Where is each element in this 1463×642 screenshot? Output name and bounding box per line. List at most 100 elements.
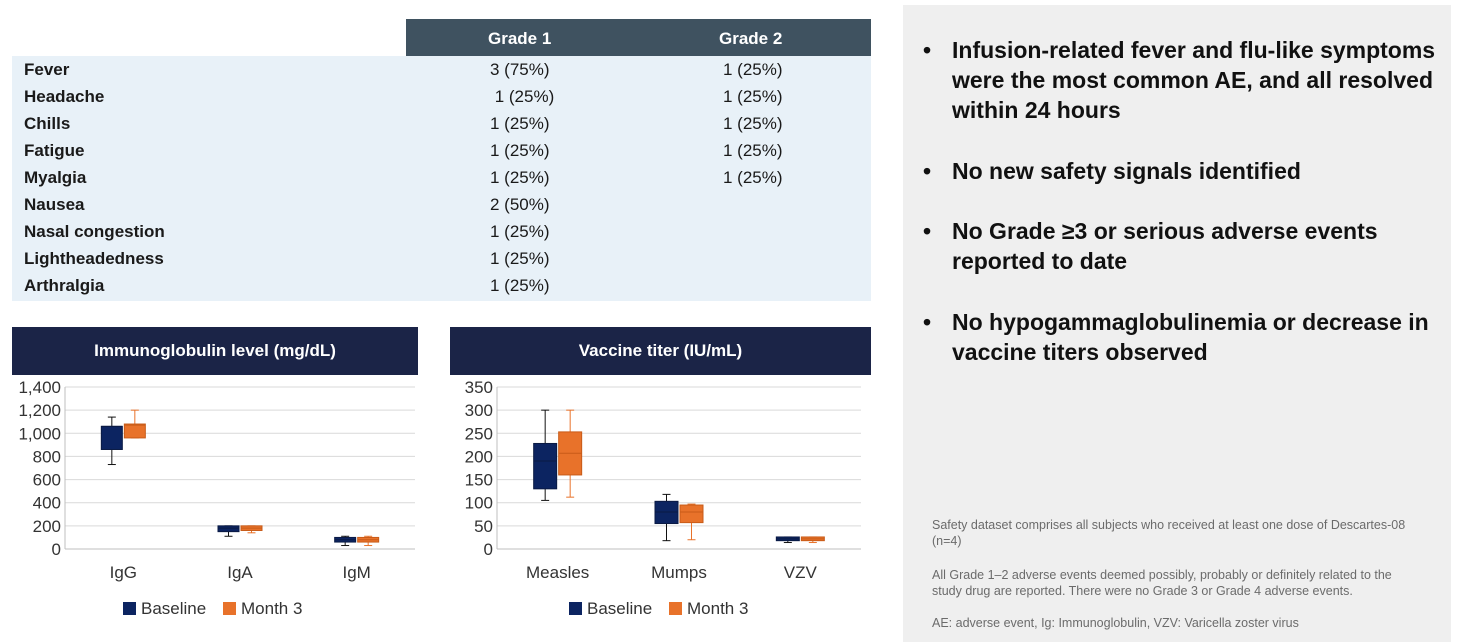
legend-label-month-3: Month 3 bbox=[687, 599, 748, 618]
event-name: Nasal congestion bbox=[24, 222, 165, 241]
event-name: Headache bbox=[24, 87, 105, 106]
summary-panel: • Infusion-related fever and flu-like sy… bbox=[903, 5, 1451, 642]
bullet-text: No hypogammaglobulinemia or decrease in … bbox=[952, 309, 1429, 365]
vaccine-titer-chart: 0 50 100 150 200 250 300 350 Measles Mumps VZV Base… bbox=[465, 378, 861, 618]
y-tick-label: 1,200 bbox=[18, 401, 61, 420]
x-tick-label: Measles bbox=[526, 563, 589, 582]
grade1-value: 1 (25%) bbox=[490, 222, 550, 241]
footnote-grades: All Grade 1–2 adverse events deemed poss… bbox=[932, 568, 1392, 598]
y-tick-label: 350 bbox=[465, 378, 493, 397]
event-name: Lightheadedness bbox=[24, 249, 164, 268]
table-row: Chills 1 (25%) 1 (25%) bbox=[12, 110, 871, 137]
box-month-3-mumps bbox=[679, 503, 704, 541]
box-baseline-iga bbox=[217, 525, 240, 537]
bullet-item: • Infusion-related fever and flu-like sy… bbox=[923, 35, 1443, 125]
y-tick-label: 200 bbox=[465, 447, 493, 466]
y-tick-label: 50 bbox=[474, 517, 493, 536]
event-name: Chills bbox=[24, 114, 71, 133]
box-baseline-vzv bbox=[775, 536, 800, 544]
x-tick-label: VZV bbox=[784, 563, 818, 582]
grade1-value: 1 (25%) bbox=[490, 141, 550, 160]
y-tick-label: 0 bbox=[52, 540, 61, 559]
box-month-3-iga bbox=[240, 525, 263, 534]
grade1-value: 1 (25%) bbox=[490, 168, 550, 187]
legend-swatch-month-3 bbox=[669, 602, 682, 615]
box-baseline-mumps bbox=[654, 493, 679, 542]
box-baseline-igg bbox=[100, 416, 123, 466]
bullet-item: • No hypogammaglobulinemia or decrease i… bbox=[923, 307, 1443, 367]
legend-swatch-month-3 bbox=[223, 602, 236, 615]
legend-label-baseline: Baseline bbox=[141, 599, 206, 618]
event-name: Myalgia bbox=[24, 168, 87, 187]
y-tick-label: 200 bbox=[33, 517, 61, 536]
grade1-value: 2 (50%) bbox=[490, 195, 550, 214]
table-header: Grade 1 Grade 2 bbox=[406, 19, 871, 56]
bullet-item: • No new safety signals identified bbox=[923, 156, 1443, 186]
grade2-value: 1 (25%) bbox=[723, 87, 783, 106]
y-tick-label: 300 bbox=[465, 401, 493, 420]
y-tick-label: 800 bbox=[33, 447, 61, 466]
x-tick-label: Mumps bbox=[651, 563, 707, 582]
table-row: Myalgia 1 (25%) 1 (25%) bbox=[12, 164, 871, 191]
box bbox=[217, 525, 240, 533]
immunoglobulin-chart: 0 200 400 600 800 1,000 1,200 1,400 IgG IgA IgM Bas… bbox=[18, 378, 415, 618]
bullet-marker: • bbox=[923, 309, 932, 335]
y-tick-label: 600 bbox=[33, 471, 61, 490]
y-tick-label: 1,000 bbox=[18, 424, 61, 443]
box-month-3-vzv bbox=[800, 536, 825, 544]
box-month-3-igg bbox=[123, 409, 146, 439]
bullet-text: No new safety signals identified bbox=[952, 158, 1301, 184]
y-tick-label: 400 bbox=[33, 494, 61, 513]
bullet-marker: • bbox=[923, 218, 932, 244]
x-tick-label: IgG bbox=[110, 563, 137, 582]
table-row: Arthralgia 1 (25%) bbox=[12, 272, 871, 299]
vaccine-chart-title: Vaccine titer (IU/mL) bbox=[450, 327, 871, 375]
box bbox=[100, 425, 123, 450]
table-row: Lightheadedness 1 (25%) bbox=[12, 245, 871, 272]
box bbox=[533, 442, 558, 490]
table-row: Nasal congestion 1 (25%) bbox=[12, 218, 871, 245]
table-row: Headache 1 (25%) 1 (25%) bbox=[12, 83, 871, 110]
grade1-value: 1 (25%) bbox=[490, 249, 550, 268]
x-tick-label: IgA bbox=[227, 563, 253, 582]
event-name: Arthralgia bbox=[24, 276, 105, 295]
box-month-3-igm bbox=[357, 535, 380, 547]
bullet-text: Infusion-related fever and flu-like symp… bbox=[952, 37, 1436, 123]
bullet-text: No Grade ≥3 or serious adverse events re… bbox=[952, 218, 1378, 274]
legend-swatch-baseline bbox=[123, 602, 136, 615]
box bbox=[123, 423, 146, 439]
y-tick-label: 0 bbox=[484, 540, 493, 559]
bullet-marker: • bbox=[923, 158, 932, 184]
grade1-value: 1 (25%) bbox=[490, 114, 550, 133]
table-row: Nausea 2 (50%) bbox=[12, 191, 871, 218]
box-baseline-igm bbox=[334, 535, 357, 547]
event-name: Fatigue bbox=[24, 141, 85, 160]
event-name: Nausea bbox=[24, 195, 85, 214]
event-name: Fever bbox=[24, 60, 70, 79]
x-tick-label: IgM bbox=[342, 563, 370, 582]
bullet-marker: • bbox=[923, 37, 932, 63]
grade2-value: 1 (25%) bbox=[723, 168, 783, 187]
grade2-value: 1 (25%) bbox=[723, 141, 783, 160]
box bbox=[679, 504, 704, 524]
table-row: Fatigue 1 (25%) 1 (25%) bbox=[12, 137, 871, 164]
box-baseline-measles bbox=[533, 409, 558, 501]
y-tick-label: 100 bbox=[465, 494, 493, 513]
box-month-3-measles bbox=[558, 409, 583, 498]
legend-label-month-3: Month 3 bbox=[241, 599, 302, 618]
header-grade-1: Grade 1 bbox=[488, 29, 552, 48]
legend-label-baseline: Baseline bbox=[587, 599, 652, 618]
y-tick-label: 150 bbox=[465, 471, 493, 490]
grade1-value: 1 (25%) bbox=[490, 87, 555, 106]
grade2-value: 1 (25%) bbox=[723, 60, 783, 79]
bullet-item: • No Grade ≥3 or serious adverse events … bbox=[923, 216, 1443, 276]
table-row: Fever 3 (75%) 1 (25%) bbox=[12, 56, 871, 83]
legend-swatch-baseline bbox=[569, 602, 582, 615]
grade1-value: 1 (25%) bbox=[490, 276, 550, 295]
footnote-abbreviations: AE: adverse event, Ig: Immunoglobulin, V… bbox=[932, 616, 1299, 630]
y-tick-label: 1,400 bbox=[18, 378, 61, 397]
table-body: Fever 3 (75%) 1 (25%) Headache 1 (25%) 1… bbox=[12, 56, 871, 301]
immunoglobulin-chart-title: Immunoglobulin level (mg/dL) bbox=[12, 327, 418, 375]
grade1-value: 3 (75%) bbox=[490, 60, 550, 79]
y-tick-label: 250 bbox=[465, 424, 493, 443]
